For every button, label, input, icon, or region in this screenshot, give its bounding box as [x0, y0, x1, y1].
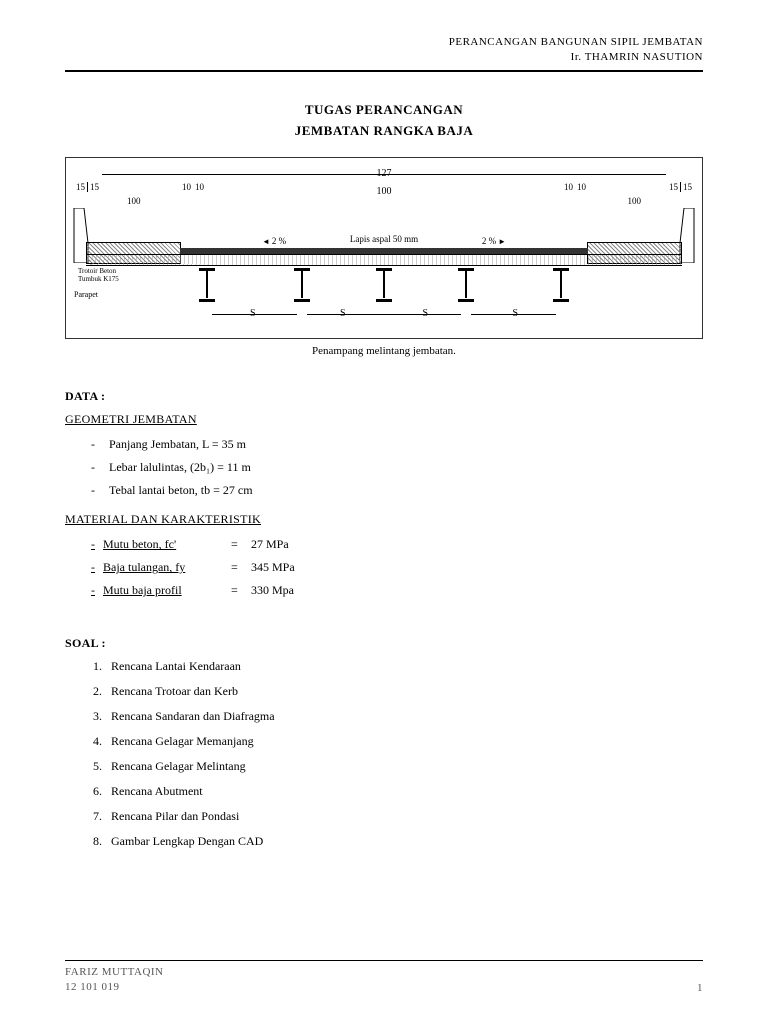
geom-item: Panjang Jembatan, L = 35 m	[91, 437, 703, 452]
dim-edge-right: 1515	[669, 182, 692, 192]
dim-notch-right: 1010	[564, 182, 586, 192]
soal-item: Rencana Sandaran dan Diafragma	[105, 709, 703, 724]
soal-item: Gambar Lengkap Dengan CAD	[105, 834, 703, 849]
dim-barrier-right: 100	[628, 196, 642, 206]
footer-id: 12 101 019	[65, 980, 164, 994]
material-heading: MATERIAL DAN KARAKTERISTIK	[65, 512, 703, 527]
footer-name: FARIZ MUTTAQIN	[65, 965, 164, 979]
spacing-s-4: S	[512, 308, 518, 319]
slope-right: 2 %	[482, 236, 506, 246]
dim-barrier-left: 100	[127, 196, 141, 206]
geometry-heading: GEOMETRI JEMBATAN	[65, 412, 703, 427]
spacing-s-1: S	[250, 308, 256, 319]
dim-edge-left: 1515	[76, 182, 99, 192]
page-header: PERANCANGAN BANGUNAN SIPIL JEMBATAN Ir. …	[65, 35, 703, 66]
soal-item: Rencana Trotoar dan Kerb	[105, 684, 703, 699]
data-heading: DATA :	[65, 389, 703, 404]
soal-item: Rencana Gelagar Memanjang	[105, 734, 703, 749]
title-line-2: JEMBATAN RANGKA BAJA	[65, 121, 703, 142]
header-line-2: Ir. THAMRIN NASUTION	[65, 50, 703, 65]
header-rule	[65, 70, 703, 72]
material-list: -Mutu beton, fc'=27 MPa -Baja tulangan, …	[65, 537, 703, 598]
girder-2	[297, 266, 307, 302]
soal-item: Rencana Abutment	[105, 784, 703, 799]
trotoir-label: Trotoir BetonTumbuk K175	[78, 268, 119, 283]
soal-item: Rencana Lantai Kendaraan	[105, 659, 703, 674]
soal-heading: SOAL :	[65, 636, 703, 651]
slope-left: 2 %	[262, 236, 286, 246]
girder-4	[461, 266, 471, 302]
soal-list: Rencana Lantai Kendaraan Rencana Trotoar…	[65, 659, 703, 849]
geometry-list: Panjang Jembatan, L = 35 m Lebar lalulin…	[65, 437, 703, 498]
page-footer: FARIZ MUTTAQIN 12 101 019 1	[65, 960, 703, 994]
mat-item: -Mutu beton, fc'=27 MPa	[91, 537, 703, 552]
footer-rule	[65, 960, 703, 961]
soal-item: Rencana Pilar dan Pondasi	[105, 809, 703, 824]
dim-notch-left: 1010	[182, 182, 204, 192]
asphalt-label: Lapis aspal 50 mm	[350, 234, 418, 244]
page-number: 1	[697, 982, 703, 994]
dim-road: 100	[377, 186, 392, 197]
mat-item: -Baja tulangan, fy=345 MPa	[91, 560, 703, 575]
cross-section-diagram: 127 100 1515 1515 100 100 1010 1010 2 % …	[65, 157, 703, 339]
title-line-1: TUGAS PERANCANGAN	[65, 100, 703, 121]
header-line-1: PERANCANGAN BANGUNAN SIPIL JEMBATAN	[65, 35, 703, 50]
girder-5	[556, 266, 566, 302]
spacing-s-2: S	[340, 308, 346, 319]
girder-3	[379, 266, 389, 302]
diagram-caption: Penampang melintang jembatan.	[65, 345, 703, 357]
spacing-s-3: S	[422, 308, 428, 319]
geom-item: Tebal lantai beton, tb = 27 cm	[91, 483, 703, 498]
concrete-deck	[86, 254, 682, 266]
girder-1	[202, 266, 212, 302]
geom-item: Lebar lalulintas, (2b₁) = 11 m	[91, 460, 703, 475]
soal-item: Rencana Gelagar Melintang	[105, 759, 703, 774]
parapet-label: Parapet	[74, 290, 98, 299]
dim-overall: 127	[377, 168, 392, 179]
title-block: TUGAS PERANCANGAN JEMBATAN RANGKA BAJA	[65, 100, 703, 142]
mat-item: -Mutu baja profil=330 Mpa	[91, 583, 703, 598]
